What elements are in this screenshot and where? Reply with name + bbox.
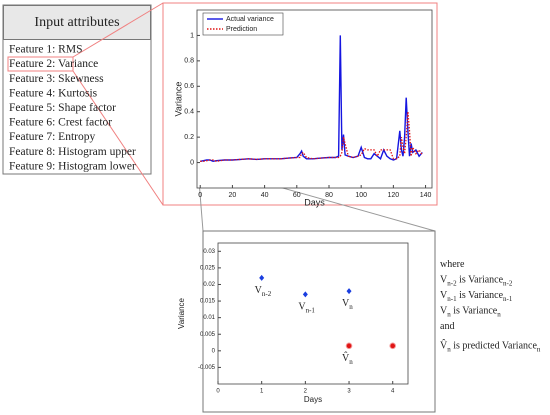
attribute-item: Feature 6: Crest factor <box>9 117 112 129</box>
legend-label: Prediction <box>226 26 257 33</box>
attribute-item: Feature 7: Entropy <box>9 131 95 143</box>
attribute-item: Feature 4: Kurtosis <box>9 87 98 99</box>
attribute-item: Feature 1: RMS <box>9 44 82 56</box>
subscript: n <box>537 345 541 353</box>
plot-area <box>196 9 433 189</box>
y-axis-label: Variance <box>173 82 183 117</box>
x-tick-label: 20 <box>229 192 237 199</box>
plot-area <box>217 242 409 385</box>
series-line <box>200 111 423 162</box>
text: and <box>440 321 454 332</box>
subscript: n-1 <box>503 295 513 303</box>
text: V <box>440 290 448 301</box>
y-tick-label: 0.01 <box>203 315 215 321</box>
x-tick-label: 120 <box>388 192 400 199</box>
text: V <box>440 275 448 286</box>
y-tick-label: 1 <box>190 32 194 39</box>
point-label: Vn-2 <box>255 285 272 297</box>
label-sub: n <box>349 303 353 311</box>
x-tick-label: 100 <box>355 192 367 199</box>
legend-label: Actual variance <box>226 16 274 23</box>
label-sub: n <box>349 357 353 365</box>
attribute-header <box>3 5 151 40</box>
subscript: n <box>447 345 451 353</box>
attribute-item: Feature 9: Histogram lower <box>9 160 136 172</box>
y-tick-label: 0.6 <box>184 83 194 90</box>
label-base: V <box>342 298 350 309</box>
y-tick-label: 0.025 <box>200 265 216 271</box>
connector <box>72 2 164 58</box>
note-line: Vn is Variancen <box>440 306 501 318</box>
text: is Variance <box>457 275 504 286</box>
label-base: V <box>298 302 306 313</box>
y-tick-label: 0 <box>190 159 194 166</box>
attribute-item: Feature 2: Variance <box>9 58 98 70</box>
subscript: n-1 <box>447 295 457 303</box>
y-tick-label: 0.02 <box>203 282 215 288</box>
x-axis-label: Days <box>304 197 325 207</box>
point-label: Vn <box>342 298 353 310</box>
text: where <box>440 259 465 270</box>
y-tick-label: -0.005 <box>198 365 216 371</box>
subscript: n-2 <box>503 279 513 287</box>
y-tick-label: 0.015 <box>200 299 216 305</box>
note-line: and <box>440 321 454 332</box>
attribute-item: Feature 8: Histogram upper <box>9 146 136 158</box>
label-sub: n-2 <box>262 289 272 297</box>
note-line: where <box>440 259 465 270</box>
series-line <box>200 35 423 163</box>
point <box>345 342 353 350</box>
attribute-item: Feature 5: Shape factor <box>9 102 116 114</box>
x-tick-label: 0 <box>216 389 220 395</box>
subscript: n-2 <box>447 279 457 287</box>
x-tick-label: 140 <box>420 192 432 199</box>
note-line: Vn-1 is Variancen-1 <box>440 290 513 302</box>
chart-frame <box>162 2 438 206</box>
label-base: V <box>255 285 263 296</box>
y-tick-label: 0.8 <box>184 58 194 65</box>
subscript: n <box>497 310 501 318</box>
y-tick-label: 0.2 <box>184 134 194 141</box>
note-line: V̂n is predicted Variancen <box>440 339 541 353</box>
label-base: V̂ <box>342 351 350 364</box>
point <box>302 291 308 298</box>
y-tick-label: 0.03 <box>203 249 215 255</box>
x-axis-label: Days <box>304 395 322 404</box>
point <box>389 342 397 350</box>
point <box>346 288 352 295</box>
y-tick-label: 0.005 <box>200 332 216 338</box>
y-tick-label: 0 <box>212 348 216 354</box>
x-tick-label: 2 <box>304 389 308 395</box>
point-label: Vn-1 <box>298 302 315 314</box>
point-label: V̂n <box>342 351 353 365</box>
subscript: n <box>447 310 451 318</box>
x-tick-label: 3 <box>347 389 351 395</box>
note-line: Vn-2 is Variancen-2 <box>440 275 513 287</box>
x-tick-label: 40 <box>261 192 269 199</box>
x-tick-label: 60 <box>293 192 301 199</box>
attribute-item: Feature 3: Skewness <box>9 73 104 85</box>
x-tick-label: 0 <box>198 192 202 199</box>
text: is Variance <box>451 306 498 317</box>
label-sub: n-1 <box>306 306 316 314</box>
y-tick-label: 0.4 <box>184 109 194 116</box>
text: V <box>440 306 448 317</box>
attribute-title: Input attributes <box>34 15 119 30</box>
x-tick-label: 80 <box>325 192 333 199</box>
x-tick-label: 1 <box>260 389 264 395</box>
text: is predicted Variance <box>451 341 538 352</box>
text: V̂ <box>440 339 448 352</box>
connector <box>72 70 164 206</box>
x-tick-label: 4 <box>391 389 395 395</box>
y-axis-label: Variance <box>177 297 186 329</box>
point <box>259 274 265 281</box>
highlight <box>7 56 74 72</box>
text: is Variance <box>457 290 504 301</box>
